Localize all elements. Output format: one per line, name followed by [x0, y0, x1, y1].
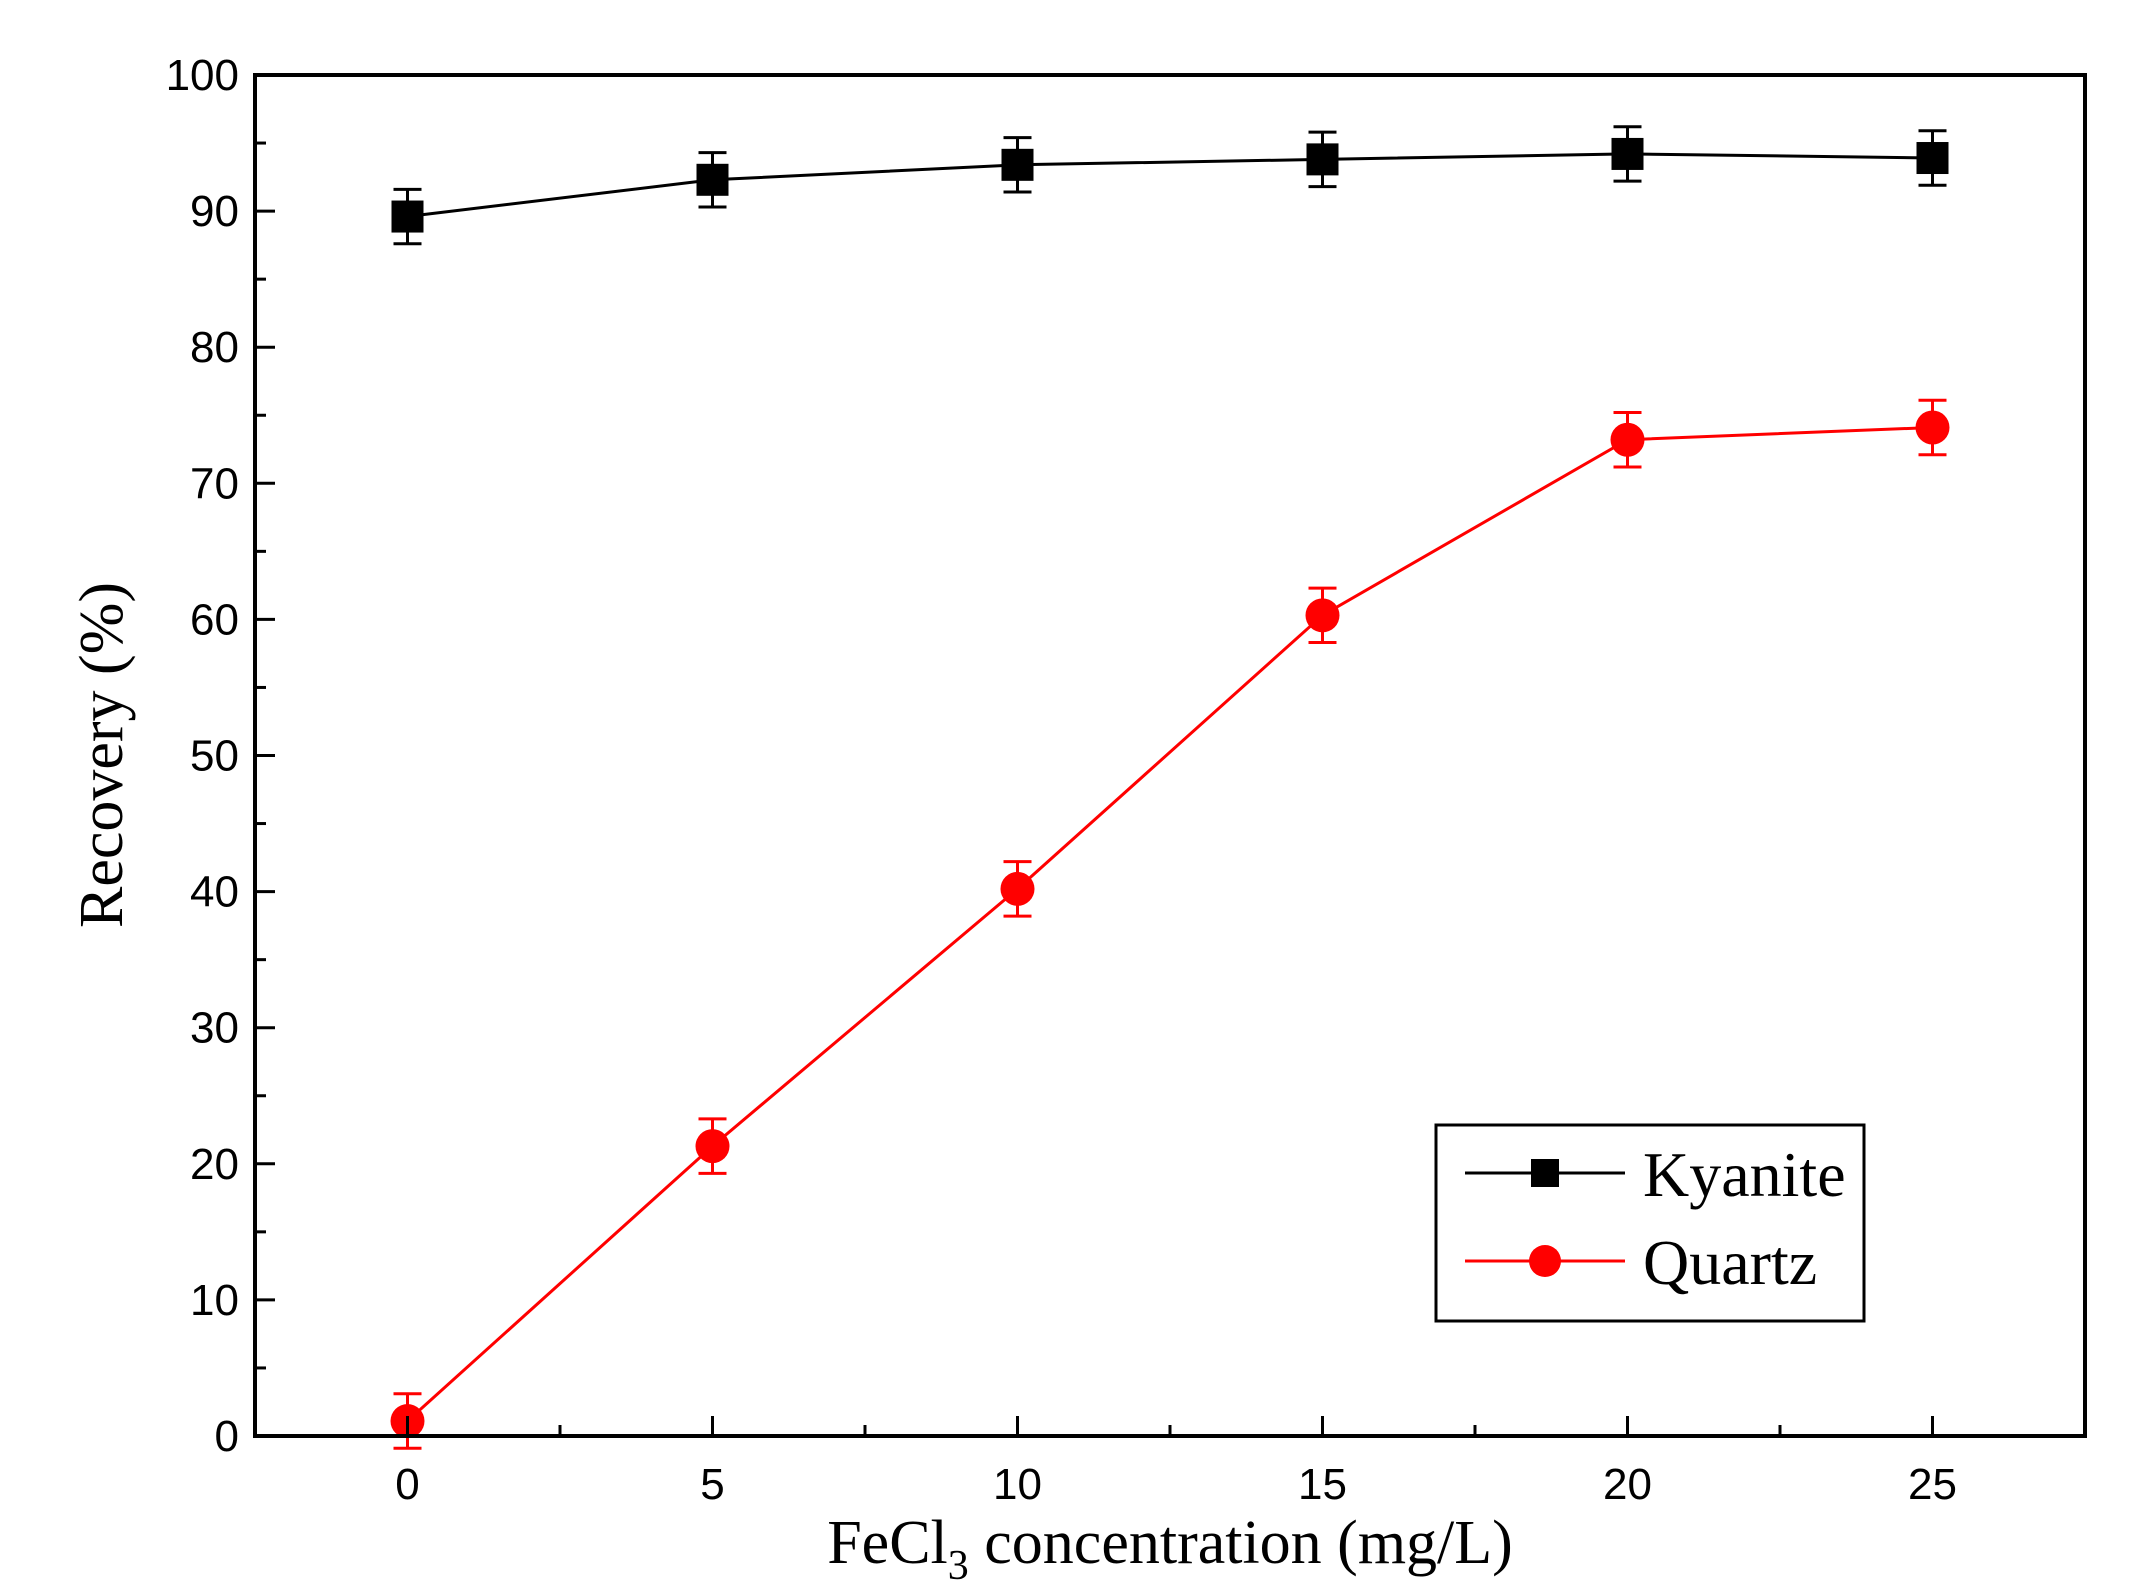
y-tick-label: 60 — [190, 595, 239, 644]
x-tick-label: 20 — [1603, 1460, 1652, 1509]
data-point-quartz — [1000, 871, 1035, 906]
y-tick-label: 90 — [190, 187, 239, 236]
legend-label-quartz: Quartz — [1643, 1227, 1817, 1298]
legend-label-kyanite: Kyanite — [1643, 1139, 1846, 1210]
y-tick-label: 100 — [166, 51, 239, 100]
y-tick-label: 70 — [190, 459, 239, 508]
data-point-kyanite — [1916, 142, 1949, 175]
legend-marker-kyanite — [1531, 1159, 1559, 1187]
y-tick-label: 30 — [190, 1004, 239, 1053]
x-tick-label: 0 — [395, 1460, 419, 1509]
y-tick-label: 20 — [190, 1140, 239, 1189]
x-tick-label: 25 — [1908, 1460, 1957, 1509]
x-axis-title-subscript: 3 — [948, 1543, 969, 1588]
data-point-quartz — [1610, 422, 1645, 457]
data-point-kyanite — [1611, 137, 1644, 170]
series-line-quartz — [406, 426, 1933, 1423]
x-axis-title-suffix: concentration (mg/L) — [969, 1509, 1513, 1577]
x-tick-label: 5 — [700, 1460, 724, 1509]
data-point-kyanite — [391, 200, 424, 233]
data-point-quartz — [1915, 410, 1950, 445]
y-tick-label: 10 — [190, 1276, 239, 1325]
y-axis-title: Recovery (%) — [68, 582, 136, 928]
series-line-kyanite — [407, 152, 1933, 218]
y-tick-label: 40 — [190, 868, 239, 917]
x-axis-title-prefix: FeCl — [827, 1509, 948, 1577]
data-point-quartz — [695, 1129, 730, 1164]
y-tick-label: 80 — [190, 323, 239, 372]
y-tick-label: 50 — [190, 732, 239, 781]
data-point-quartz — [1305, 598, 1340, 633]
y-tick-label: 0 — [215, 1412, 239, 1461]
legend-marker-quartz — [1529, 1245, 1561, 1277]
x-axis-title: FeCl3 concentration (mg/L) — [827, 1509, 1513, 1588]
legend: Kyanite Quartz — [1434, 1123, 1866, 1323]
x-tick-label: 15 — [1298, 1460, 1347, 1509]
data-point-kyanite — [696, 163, 729, 196]
x-tick-label: 10 — [993, 1460, 1042, 1509]
data-point-kyanite — [1001, 148, 1034, 181]
legend-box — [1434, 1123, 1866, 1323]
data-point-kyanite — [1306, 143, 1339, 176]
